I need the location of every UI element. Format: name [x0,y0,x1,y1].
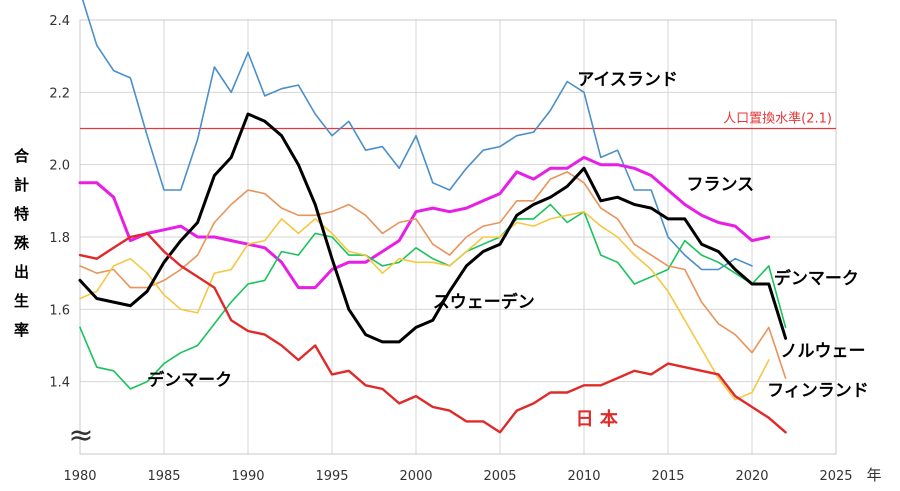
series-label: デンマーク [774,268,859,289]
x-axis-unit: 年 [866,466,881,484]
series-label: スウェーデン [433,292,535,313]
series-line [79,210,770,401]
series-line [81,0,753,271]
y-axis-label-char: 計 [14,176,30,194]
series-label: フランス [686,175,754,195]
x-tick-label: 1980 [63,469,96,484]
series-label: 日 本 [576,408,618,430]
y-axis-label-char: 特 [14,205,30,223]
y-axis-label-char: 出 [14,263,30,281]
series-label: アイスランド [577,70,678,90]
x-tick-label: 2000 [399,469,432,484]
x-tick-label: 1985 [147,469,180,484]
x-tick-label: 2020 [735,469,768,484]
y-axis-label-char: 率 [14,321,30,339]
series-line [79,171,787,379]
series-label: デンマーク [147,369,232,390]
x-tick-label: 2005 [483,469,516,484]
x-tick-label: 1995 [315,469,348,484]
y-tick-label: 1.6 [49,303,70,318]
x-tick-label: 2010 [567,469,600,484]
series-line [78,155,771,290]
y-axis-label-char: 殊 [14,234,30,252]
y-axis-label-char: 生 [14,292,30,310]
replacement-level-label: 人口置換水準(2.1) [723,111,832,127]
plot-border [79,19,837,455]
series-label: フィンランド [767,381,869,401]
y-tick-label: 2.0 [49,159,70,174]
y-axis-label-char: 合 [14,147,30,165]
x-tick-label: 1990 [231,469,264,484]
y-tick-label: 2.2 [49,86,70,101]
series-line [79,203,787,390]
y-tick-label: 1.4 [49,376,70,391]
y-tick-label: 2.4 [49,14,70,29]
series-label: ノルウェー [781,341,866,361]
x-tick-label: 2015 [651,469,684,484]
x-tick-label: 2025 [819,469,852,484]
series-line [78,112,788,344]
y-tick-label: 1.8 [49,231,70,246]
axis-break-symbol: ≈ [68,418,93,453]
series-line [78,232,787,434]
